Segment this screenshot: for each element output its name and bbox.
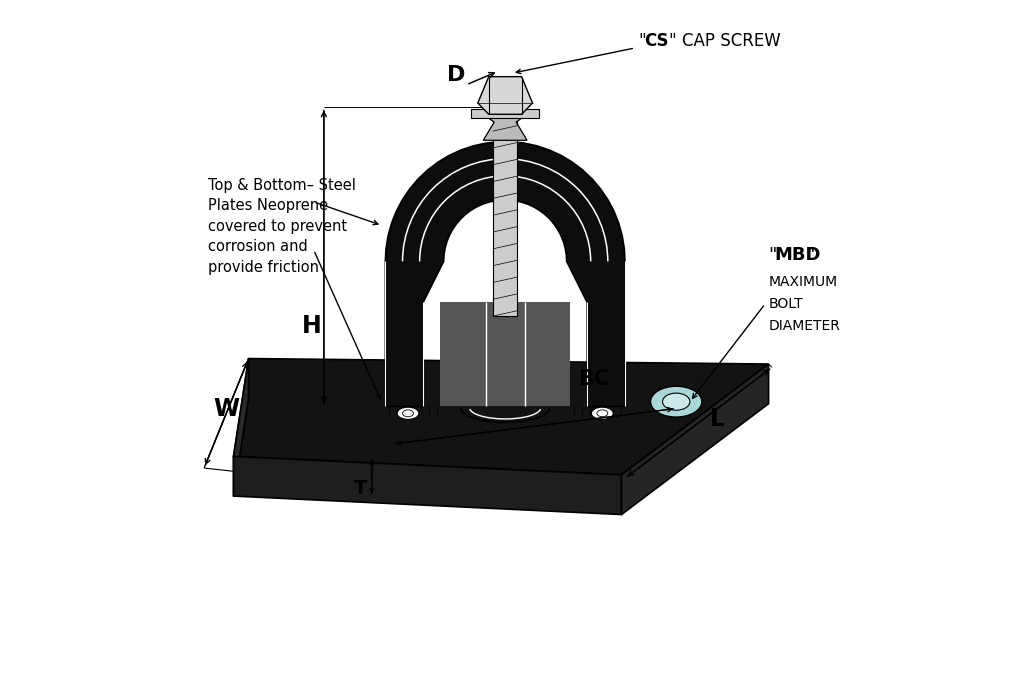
Text: ": " [639, 32, 646, 50]
Text: CS: CS [644, 32, 669, 50]
Ellipse shape [397, 407, 419, 420]
Polygon shape [440, 302, 570, 407]
Text: BC: BC [579, 369, 609, 389]
Text: D: D [446, 65, 465, 85]
Ellipse shape [650, 386, 701, 417]
Text: W: W [213, 396, 239, 420]
Ellipse shape [592, 407, 613, 420]
Ellipse shape [402, 410, 414, 417]
Text: " CAP SCREW: " CAP SCREW [670, 32, 781, 50]
Ellipse shape [663, 393, 690, 410]
Polygon shape [478, 77, 532, 114]
Text: Top & Bottom– Steel
Plates Neoprene
covered to prevent
corrosion and
provide fri: Top & Bottom– Steel Plates Neoprene cove… [208, 178, 355, 275]
Text: BOLT: BOLT [769, 297, 803, 311]
Text: DIAMETER: DIAMETER [769, 319, 841, 333]
Text: H: H [302, 315, 323, 339]
Polygon shape [385, 142, 625, 407]
Text: T: T [353, 479, 367, 498]
Polygon shape [622, 364, 769, 515]
Text: ": " [806, 245, 814, 264]
Bar [493, 114, 517, 316]
Polygon shape [233, 359, 769, 475]
Text: MBD: MBD [774, 245, 820, 264]
Polygon shape [233, 456, 622, 515]
Polygon shape [233, 359, 249, 496]
Text: ": " [769, 245, 777, 264]
Polygon shape [483, 114, 527, 140]
Text: L: L [710, 407, 725, 431]
Text: MAXIMUM: MAXIMUM [769, 275, 838, 289]
Bar [471, 109, 540, 117]
Ellipse shape [597, 410, 608, 417]
